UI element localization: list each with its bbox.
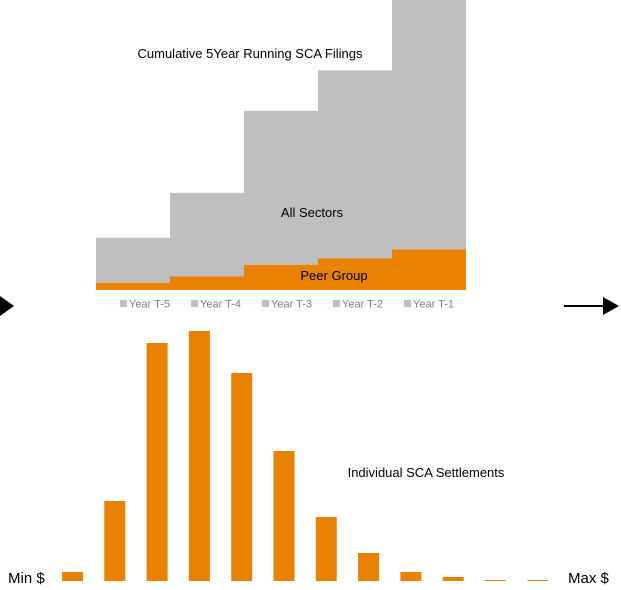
settlement-bar xyxy=(527,580,549,581)
cumulative-filings-chart: Cumulative 5Year Running SCA Filings All… xyxy=(96,0,466,311)
legend-label: Year T-4 xyxy=(200,299,241,311)
all-sectors-bar xyxy=(170,192,244,277)
legend-swatch xyxy=(404,300,411,307)
all-sectors-label: All Sectors xyxy=(281,205,344,220)
chart-title: Cumulative 5Year Running SCA Filings xyxy=(138,46,363,61)
settlement-bar xyxy=(104,501,126,581)
right-arrow-icon xyxy=(564,297,619,315)
settlement-bars xyxy=(62,331,549,581)
all-sectors-bar xyxy=(392,0,466,250)
settlements-chart: Individual SCA Settlements Min $ Max $ xyxy=(8,331,610,587)
all-sectors-bar xyxy=(244,110,318,265)
settlement-bar xyxy=(442,577,464,581)
legend-swatch xyxy=(120,300,127,307)
all-sectors-bar xyxy=(96,237,170,283)
settlement-bar xyxy=(400,572,422,581)
legend-label: Year T-3 xyxy=(271,299,312,311)
settlement-bar xyxy=(315,517,337,581)
settlement-bar xyxy=(358,553,380,581)
all-sectors-bar xyxy=(318,70,392,259)
peer-group-label: Peer Group xyxy=(300,268,367,283)
right-arrow-icon xyxy=(0,296,14,316)
legend-label: Year T-5 xyxy=(129,299,170,311)
legend-swatch xyxy=(333,300,340,307)
cumulative-bars xyxy=(96,0,466,290)
peer-group-bar xyxy=(96,282,170,290)
max-dollar-label: Max $ xyxy=(568,570,610,587)
settlement-bar xyxy=(188,331,210,581)
legend-label: Year T-2 xyxy=(342,299,383,311)
peer-group-bar xyxy=(392,249,466,290)
legend-swatch xyxy=(262,300,269,307)
settlement-bar xyxy=(273,451,295,581)
peer-group-bar xyxy=(170,276,244,290)
peer-group-bar xyxy=(318,258,392,290)
settlement-bar xyxy=(62,572,83,581)
min-dollar-label: Min $ xyxy=(8,570,45,587)
settlement-bar xyxy=(485,580,506,581)
legend-label: Year T-1 xyxy=(413,299,454,311)
cumulative-legend: Year T-5 Year T-4 Year T-3 Year T-2 Year T-1 xyxy=(120,299,454,311)
settlements-title: Individual SCA Settlements xyxy=(348,465,505,480)
settlement-bar xyxy=(146,343,168,581)
peer-group-bar xyxy=(244,264,318,290)
legend-swatch xyxy=(191,300,198,307)
settlement-bar xyxy=(231,373,253,581)
